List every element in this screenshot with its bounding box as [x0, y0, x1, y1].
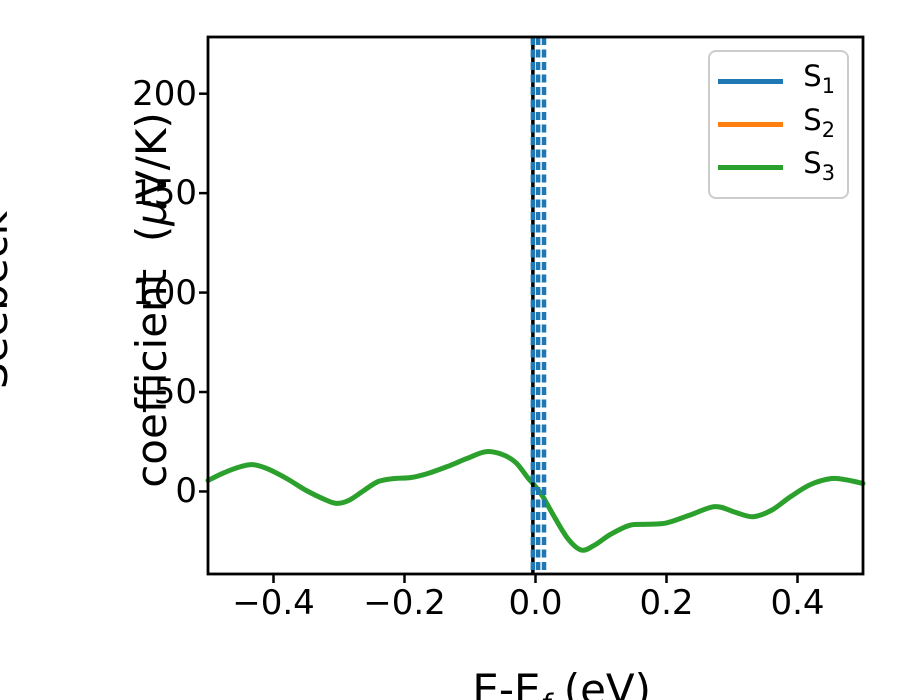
legend-line-s2: [718, 122, 783, 127]
legend-label-s2: S2: [803, 102, 835, 142]
legend-entry-s3: S3: [718, 148, 835, 188]
legend-entry-s1: S1: [718, 61, 835, 101]
x-axis-label-text: E-E: [472, 665, 541, 700]
legend-line-s1: [718, 79, 783, 84]
legend: S1 S2 S3: [708, 50, 849, 199]
x-axis-label-subscript: f: [541, 687, 551, 700]
x-tick-label-0: −0.4: [232, 583, 315, 623]
y-tick-label-2: 100: [132, 272, 197, 313]
x-tick-label-3: 0.2: [639, 583, 694, 623]
plot-border: [206, 35, 865, 576]
y-tick-label-3: 150: [132, 173, 197, 214]
x-axis-label: E-Ef (eV): [335, 616, 735, 700]
x-tick-label-1: −0.2: [363, 583, 446, 623]
series-s3-curve: [205, 449, 866, 553]
y-tick-label-0: 0: [175, 471, 197, 512]
legend-label-s3: S3: [803, 145, 835, 185]
legend-entry-s2: S2: [718, 105, 835, 145]
legend-line-s3: [718, 165, 783, 170]
x-axis-label-unit: (eV): [550, 665, 652, 700]
y-tick-label-4: 200: [132, 73, 197, 114]
y-axis-label-text: coefficient (: [127, 225, 176, 488]
y-tick-label-1: 50: [153, 372, 197, 413]
x-tick-label-4: 0.4: [770, 583, 825, 623]
x-tick-label-2: 0.0: [508, 583, 563, 623]
legend-label-s1: S1: [803, 59, 835, 99]
